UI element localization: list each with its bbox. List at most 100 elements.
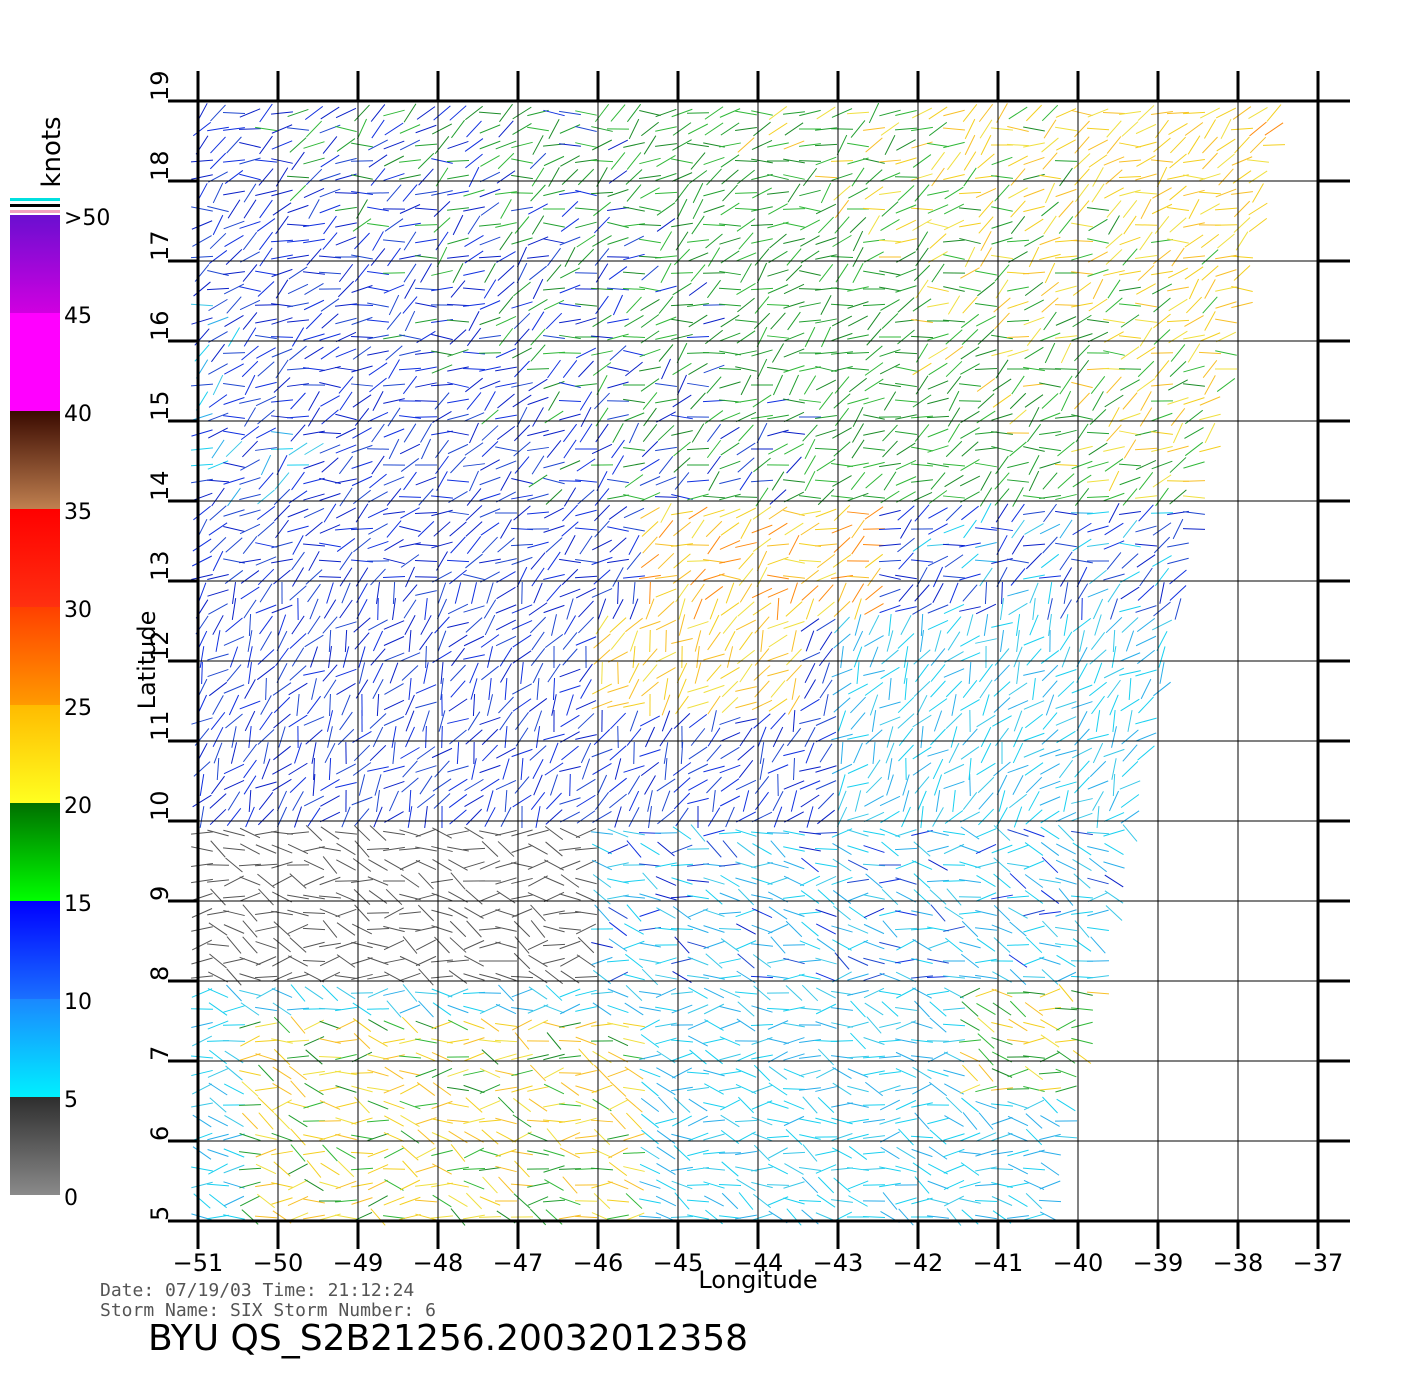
wind-vector: [834, 376, 850, 394]
wind-vector: [639, 1068, 661, 1078]
wind-vector: [783, 1068, 805, 1078]
wind-vector: [575, 700, 597, 710]
wind-vector: [290, 1128, 306, 1146]
wind-vector: [1169, 153, 1187, 169]
wind-vector: [543, 429, 565, 437]
wind-vector: [399, 955, 421, 967]
wind-vector: [479, 508, 501, 518]
wind-vector: [201, 661, 203, 685]
wind-vector: [415, 1117, 437, 1125]
wind-vector: [479, 941, 501, 949]
wind-vector: [691, 423, 705, 443]
wind-vector: [287, 1179, 309, 1191]
wind-vector: [479, 188, 501, 198]
wind-vector: [303, 157, 325, 165]
wind-vector: [447, 1038, 469, 1044]
wind-vector: [212, 214, 224, 236]
wind-vector: [943, 219, 965, 231]
wind-vector: [373, 806, 383, 828]
wind-vector: [547, 359, 561, 379]
wind-vector: [199, 774, 205, 796]
wind-vector: [241, 345, 259, 361]
wind-vector: [976, 714, 996, 728]
wind-vector: [910, 463, 934, 467]
wind-vector: [847, 1085, 869, 1093]
wind-vector: [977, 776, 995, 794]
wind-vector: [1074, 200, 1090, 218]
wind-vector: [1135, 255, 1157, 259]
wind-vector: [271, 988, 293, 998]
wind-vector: [510, 975, 534, 979]
wind-vector: [740, 519, 752, 539]
wind-vector: [543, 109, 565, 117]
wind-vector: [288, 1163, 308, 1175]
wind-vector: [751, 1116, 773, 1126]
wind-vector: [1043, 119, 1057, 139]
wind-vector: [405, 726, 415, 748]
wind-vector: [1016, 662, 1020, 684]
wind-vector: [303, 876, 325, 886]
wind-vector: [1007, 700, 1029, 710]
wind-vector: [768, 106, 788, 120]
wind-vector: [705, 1049, 723, 1065]
legend-unit: knots: [37, 116, 67, 187]
wind-vector: [655, 126, 677, 132]
wind-vector: [1032, 598, 1036, 620]
wind-vector: [367, 1086, 389, 1092]
wind-vector: [447, 846, 469, 852]
wind-vector: [930, 472, 946, 490]
wind-vector: [400, 1114, 420, 1128]
wind-vector: [479, 223, 501, 227]
wind-vector: [704, 1195, 724, 1207]
wind-vector: [623, 973, 645, 981]
wind-vector: [1039, 957, 1061, 965]
wind-vector: [1109, 694, 1119, 716]
wind-vector: [1201, 265, 1219, 281]
wind-vector: [703, 987, 725, 999]
wind-vector: [608, 651, 628, 663]
wind-vector: [479, 316, 501, 326]
wind-vector: [1092, 278, 1104, 300]
wind-vector: [513, 312, 531, 330]
wind-vector: [191, 174, 213, 180]
wind-vector: [961, 1001, 979, 1017]
wind-vector: [663, 678, 669, 700]
wind-vector: [1167, 542, 1189, 548]
wind-vector: [302, 960, 326, 962]
wind-vector: [561, 568, 579, 586]
wind-vector: [608, 506, 628, 520]
wind-vector: [383, 1196, 405, 1206]
wind-vector: [639, 620, 661, 630]
wind-vector: [769, 489, 787, 505]
wind-vector: [575, 303, 597, 307]
wind-vector: [463, 1147, 485, 1159]
wind-vector: [418, 968, 434, 986]
wind-vector: [756, 566, 768, 588]
y-tick-label: 9: [146, 886, 174, 901]
wind-vector: [1183, 461, 1205, 469]
wind-vector: [305, 312, 323, 330]
wind-vector: [896, 139, 916, 151]
wind-vector: [735, 991, 757, 995]
wind-vector: [625, 1193, 643, 1209]
wind-vector: [688, 779, 708, 791]
wind-vector: [319, 1086, 341, 1092]
wind-vector: [465, 105, 483, 121]
wind-vector: [527, 1182, 549, 1188]
wind-vector: [511, 1085, 533, 1093]
wind-vector: [608, 266, 628, 280]
wind-vector: [879, 574, 901, 580]
wind-vector: [1039, 748, 1061, 758]
wind-vector: [868, 102, 880, 124]
wind-vector: [880, 218, 900, 232]
wind-vector: [591, 1181, 613, 1189]
wind-vector: [1024, 299, 1044, 311]
wind-vector: [352, 1002, 372, 1016]
wind-vector: [656, 1179, 676, 1191]
wind-vector: [303, 238, 325, 244]
wind-vector: [383, 1100, 405, 1110]
wind-vector: [719, 1215, 741, 1219]
wind-vector: [319, 1020, 341, 1030]
wind-vector: [335, 668, 357, 678]
wind-vector: [319, 188, 341, 198]
